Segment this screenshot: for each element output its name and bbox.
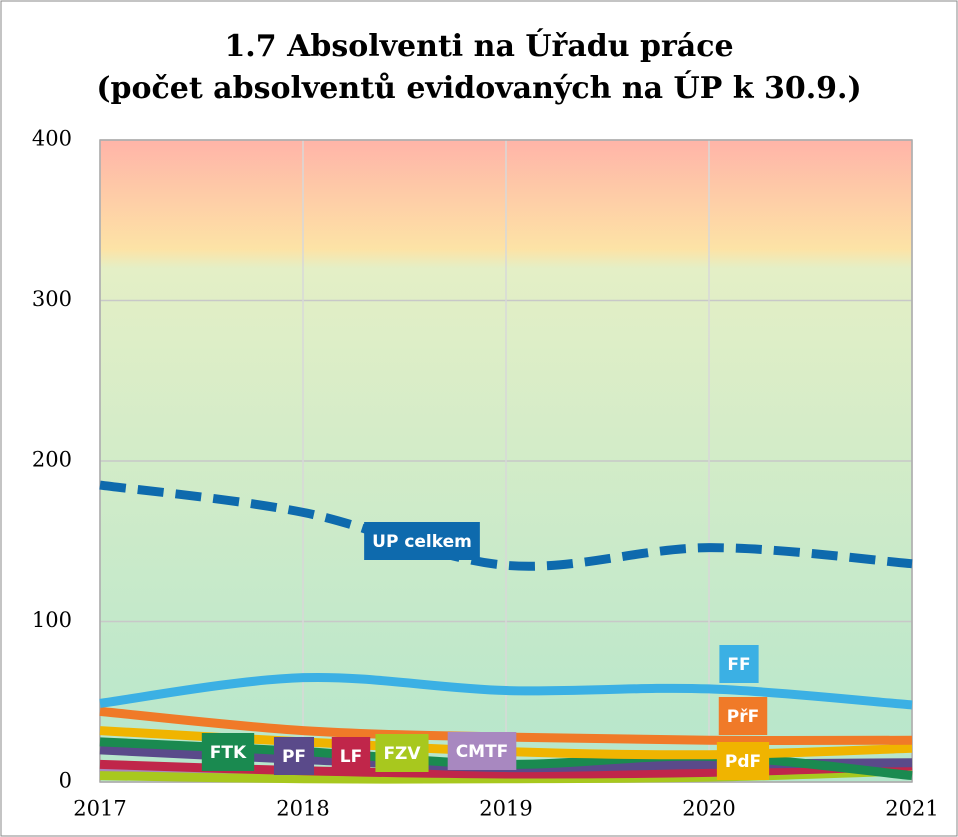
x-tick-label: 2019 (479, 797, 532, 821)
series-label-text: FTK (210, 743, 247, 763)
series-label-box (331, 737, 371, 775)
series-line (99, 480, 913, 571)
series-label-text: FF (727, 655, 750, 675)
y-tick-label: 400 (32, 127, 72, 151)
series-label-box (375, 734, 429, 772)
series-label-box (273, 737, 315, 775)
series-label: FF (719, 645, 759, 683)
series-label: FZV (375, 734, 429, 772)
series-label-box (364, 522, 480, 560)
series-label: PřF (718, 697, 768, 735)
x-tick-label: 2020 (682, 797, 735, 821)
series-label-text: UP celkem (372, 532, 472, 552)
x-tick-label: 2021 (885, 797, 938, 821)
series-label-text: FZV (383, 744, 421, 764)
series-label: CMTF (447, 732, 517, 770)
series-label-text: PdF (725, 752, 761, 772)
series-label-text: PřF (727, 707, 759, 727)
chart-subtitle: (počet absolventů evidovaných na ÚP k 30… (96, 70, 861, 106)
y-tick-label: 300 (32, 287, 72, 311)
series-label: PdF (716, 742, 770, 780)
series-label-text: PF (282, 747, 306, 767)
series-line (99, 672, 913, 710)
series-label: PF (273, 737, 315, 775)
x-tick-label: 2018 (276, 797, 329, 821)
series-label-box (719, 645, 759, 683)
series-label-text: LF (340, 747, 362, 767)
series-label: LF (331, 737, 371, 775)
series-line (99, 766, 913, 784)
series-label: UP celkem (364, 522, 480, 560)
series-label-text: CMTF (456, 742, 509, 762)
chart-title: 1.7 Absolventi na Úřadu práce (224, 28, 733, 64)
series-label-box (716, 742, 770, 780)
series-label-box (718, 697, 768, 735)
y-tick-label: 0 (59, 769, 72, 793)
y-tick-label: 200 (32, 448, 72, 472)
x-tick-label: 2017 (73, 797, 126, 821)
y-tick-label: 100 (32, 608, 72, 632)
series-label-box (201, 733, 255, 771)
series-label-box (447, 732, 517, 770)
series-label: FTK (201, 733, 255, 771)
